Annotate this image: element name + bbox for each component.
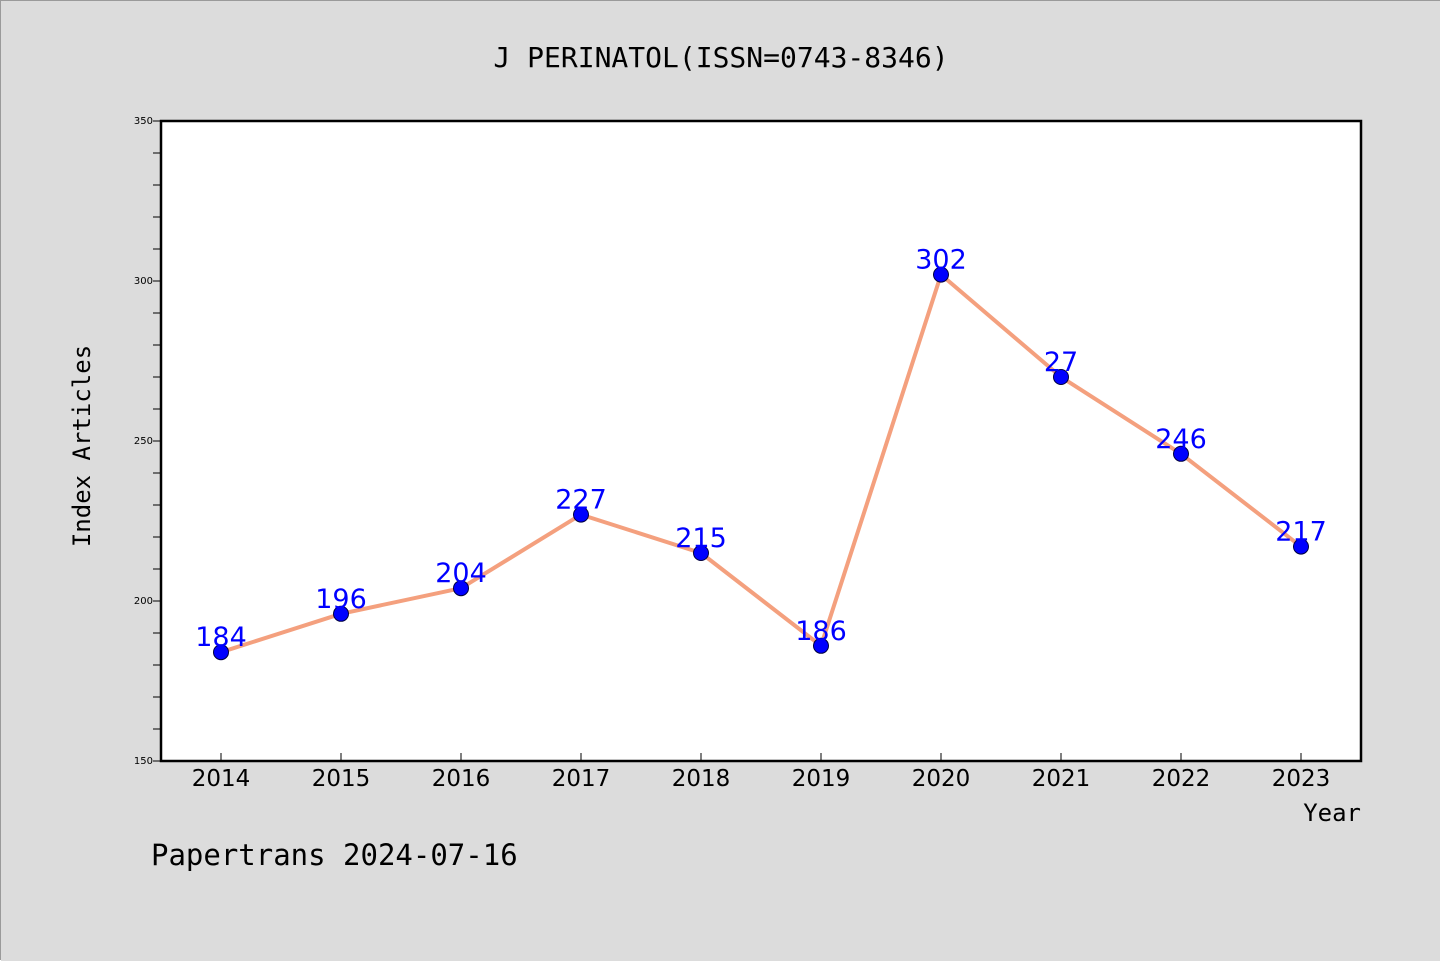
- data-point: [453, 580, 469, 597]
- x-tick-label: 2021: [1032, 766, 1091, 792]
- data-label: 227: [555, 485, 607, 516]
- chart-title: J PERINATOL(ISSN=0743-8346): [493, 41, 948, 74]
- x-axis-label: Year: [1303, 799, 1361, 827]
- series-markers: [213, 266, 1309, 661]
- x-tick-label: 2014: [192, 766, 251, 792]
- x-tick-label: 2019: [792, 766, 851, 792]
- y-tick-label: 350: [134, 116, 153, 127]
- data-label: 186: [795, 616, 847, 647]
- data-point: [933, 266, 949, 283]
- data-label: 196: [315, 584, 367, 615]
- series-line-group: [220, 272, 1303, 655]
- data-point: [1173, 445, 1189, 462]
- data-point: [573, 506, 589, 523]
- data-point: [333, 605, 349, 622]
- data-point: [813, 637, 829, 654]
- x-tick-label: 2020: [912, 766, 971, 792]
- series-line: [220, 272, 1303, 655]
- data-label: 217: [1275, 517, 1327, 548]
- x-tick-label: 2016: [432, 766, 491, 792]
- footer-credit: Papertrans 2024-07-16: [151, 838, 518, 872]
- x-axis-ticks: 2014 2015 2016 2017 2018 2019 2020 2021 2022 2023: [192, 753, 1331, 792]
- x-tick-label: 2023: [1272, 766, 1331, 792]
- data-label: 184: [195, 622, 247, 653]
- data-label: 204: [435, 558, 487, 589]
- data-point: [1053, 369, 1069, 385]
- y-tick-label: 200: [134, 596, 153, 607]
- y-tick-label: 300: [134, 276, 153, 287]
- x-tick-label: 2022: [1152, 766, 1211, 792]
- y-tick-label: 250: [134, 436, 153, 447]
- data-point: [213, 644, 229, 661]
- data-label: 27: [1044, 347, 1078, 378]
- x-tick-label: 2018: [672, 766, 731, 792]
- data-label: 302: [915, 245, 967, 276]
- x-tick-label: 2015: [312, 766, 371, 792]
- x-tick-label: 2017: [552, 766, 611, 792]
- data-label: 246: [1155, 424, 1207, 455]
- data-point: [693, 545, 709, 561]
- y-tick-label: 150: [134, 756, 153, 767]
- y-axis-ticks: 150 200 250 300 350: [134, 116, 161, 767]
- data-label: 215: [675, 523, 727, 554]
- data-labels: 184 196 204 227 215 186 302 27 246 217: [195, 245, 1327, 654]
- data-point: [1293, 538, 1309, 555]
- y-axis-label: Index Articles: [68, 345, 96, 547]
